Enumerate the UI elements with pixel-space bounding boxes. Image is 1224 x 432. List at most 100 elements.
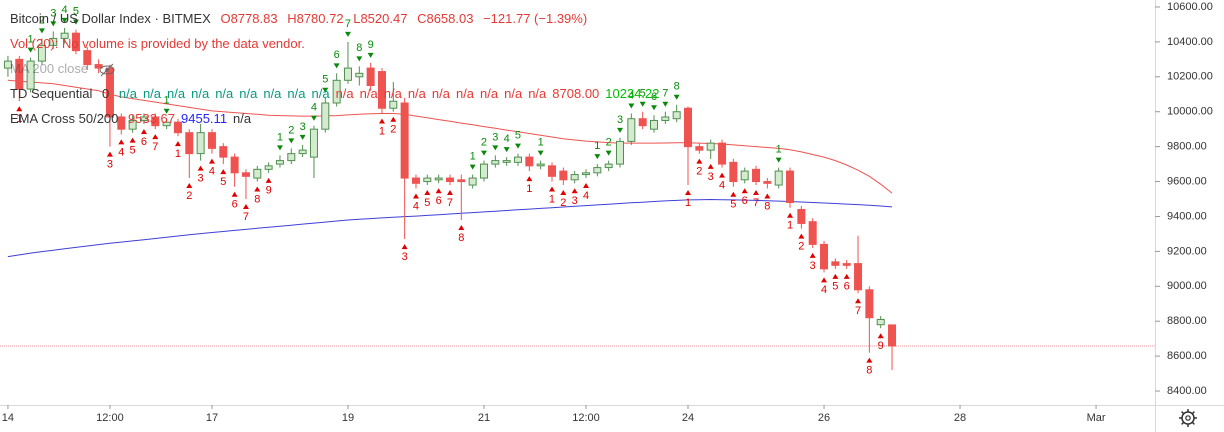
td-legend-item: n/a [239, 86, 258, 101]
td-legend-item: n/a [215, 86, 234, 101]
candle-body [457, 179, 466, 183]
candle-body [445, 177, 454, 183]
x-tick-label: Mar [1087, 412, 1106, 424]
candle-body [128, 119, 137, 130]
td-down-count: 2 [390, 124, 396, 136]
td-down-arrow [16, 106, 23, 112]
td-up-arrow [605, 150, 612, 156]
td-down-arrow [208, 158, 215, 164]
y-tick-label: 8600.00 [1167, 350, 1207, 362]
td-down-count: 5 [730, 199, 736, 211]
td-up-arrow [50, 21, 57, 27]
td-up-arrow [514, 143, 521, 149]
td-up-count: 9 [368, 39, 374, 51]
candle-body [729, 161, 738, 183]
gear-teeth[interactable] [1179, 409, 1197, 427]
candle-body [865, 289, 874, 319]
td-down-count: 3 [198, 173, 204, 185]
td-down-count: 7 [855, 305, 861, 317]
candle-body [842, 263, 851, 266]
td-down-arrow [685, 190, 692, 196]
td-down-arrow [730, 191, 737, 197]
td-up-count: 1 [164, 95, 170, 107]
td-down-count: 7 [152, 141, 158, 153]
td-down-count: 5 [424, 197, 430, 209]
td-up-count: 2 [481, 137, 487, 149]
candle-body [71, 32, 80, 52]
td-down-arrow [265, 177, 272, 183]
candle-body [650, 119, 659, 130]
candle-body [275, 160, 284, 165]
candle-body [105, 67, 114, 118]
td-down-count: 1 [526, 183, 532, 195]
td-legend-item: n/a [118, 86, 137, 101]
candle-body [582, 172, 591, 176]
td-down-arrow [571, 188, 578, 194]
td-up-arrow [322, 87, 329, 93]
ohlc-change: −121.77 (−1.39%) [483, 11, 588, 26]
td-up-count: 5 [73, 6, 79, 18]
candle-body [207, 132, 216, 149]
td-down-count: 2 [186, 190, 192, 202]
td-down-count: 2 [560, 197, 566, 209]
td-down-arrow [458, 224, 465, 230]
eye-slash[interactable] [100, 63, 114, 76]
candle-body [321, 102, 330, 130]
td-down-count: 7 [243, 211, 249, 223]
td-down-count: 2 [696, 166, 702, 178]
y-tick-label: 10400.00 [1167, 36, 1213, 48]
candle-body [888, 324, 897, 347]
x-tick-label: 26 [818, 412, 830, 424]
td-down-count: 1 [175, 148, 181, 160]
td-down-count: 7 [447, 197, 453, 209]
td-up-count: 1 [28, 34, 34, 46]
candle-body [332, 79, 341, 104]
td-up-arrow [27, 47, 34, 53]
td-down-arrow [798, 233, 805, 239]
td-up-count: 5 [515, 130, 521, 142]
td-legend-item: n/a [359, 86, 378, 101]
candle-body [264, 165, 273, 170]
td-down-count: 4 [209, 166, 215, 178]
td-down-arrow [866, 357, 873, 363]
td-down-arrow [174, 141, 181, 147]
ema-slow-line [7, 198, 893, 258]
td-down-count: 2 [798, 241, 804, 253]
ohlc-high: H8780.72 [287, 11, 344, 26]
ema-legend-item: n/a [233, 111, 252, 126]
td-legend-item: n/a [431, 86, 450, 101]
td-down-count: 1 [549, 193, 555, 205]
candle-body [559, 170, 568, 181]
td-down-arrow [390, 116, 397, 122]
settings-icon[interactable] [1179, 409, 1197, 427]
candle-body [219, 146, 228, 158]
td-up-count: 7 [662, 88, 668, 100]
td-down-arrow [412, 193, 419, 199]
hidden-eye-icon[interactable] [98, 63, 116, 77]
td-up-count: 8 [356, 42, 362, 54]
candle-body [309, 128, 318, 158]
td-down-count: 9 [266, 185, 272, 197]
td-legend-item: n/a [263, 86, 282, 101]
td-down-arrow [809, 252, 816, 258]
td-legend-item: n/a [528, 86, 547, 101]
candle-body [287, 153, 296, 162]
eye-outline[interactable] [99, 65, 115, 75]
td-down-arrow [378, 118, 385, 124]
candle-body [162, 121, 171, 127]
gear-hub[interactable] [1185, 415, 1191, 421]
x-tick-label: 12:00 [572, 412, 600, 424]
ohlc-open: O8778.83 [220, 11, 278, 26]
y-tick-label: 10200.00 [1167, 71, 1213, 83]
candle-body [740, 170, 749, 181]
candle-body [638, 118, 647, 127]
td-down-count: 1 [685, 197, 691, 209]
td-up-count: 6 [651, 91, 657, 103]
symbol-row: Bitcoin / US Dollar Index · BITMEX O8778… [10, 6, 666, 31]
td-up-count: 1 [594, 140, 600, 152]
candle-body [15, 58, 24, 90]
td-up-count: 1 [538, 137, 544, 149]
td-down-arrow [106, 151, 113, 157]
